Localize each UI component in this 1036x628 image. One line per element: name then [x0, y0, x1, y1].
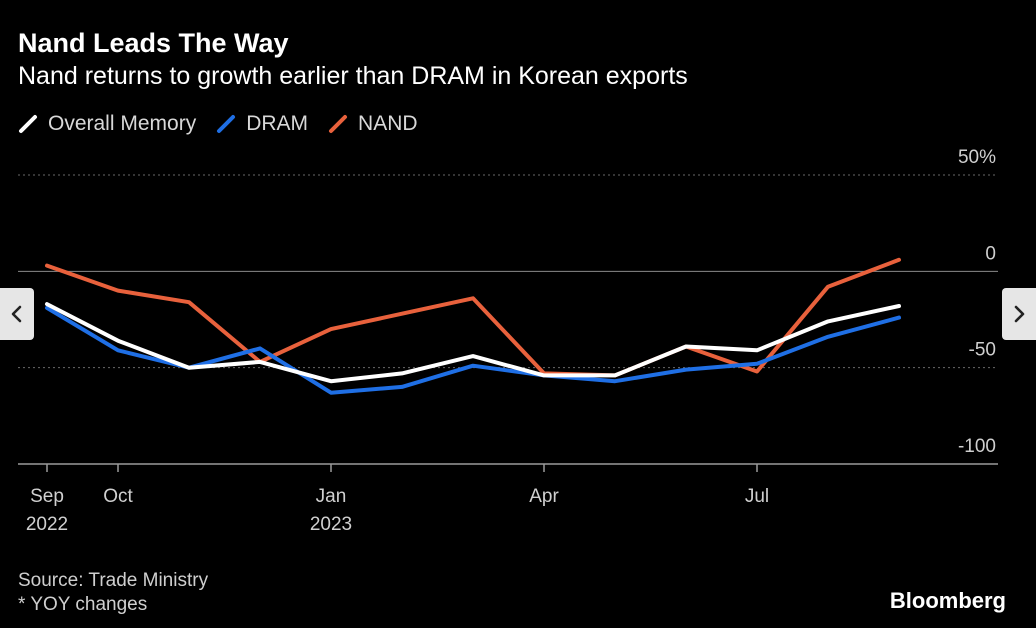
series-line-overall-memory	[45, 302, 901, 384]
source-note: Source: Trade Ministry	[18, 570, 209, 591]
chart-subtitle: Nand returns to growth earlier than DRAM…	[18, 62, 688, 90]
previous-chart-button[interactable]	[0, 288, 34, 340]
series-line-nand	[45, 257, 901, 378]
legend-item-nand: NAND	[328, 112, 418, 136]
chevron-right-icon	[1014, 305, 1025, 323]
bloomberg-logo: Bloomberg	[889, 588, 1006, 613]
legend-label-dram: DRAM	[246, 112, 309, 135]
y-tick-label: 0	[985, 243, 996, 264]
legend-swatch-overall-memory	[19, 115, 37, 133]
series-line-dram	[45, 305, 901, 395]
x-tick-year-label: 2022	[26, 514, 68, 535]
y-tick-label: -50	[969, 340, 996, 361]
x-tick-label: Jul	[745, 486, 769, 507]
footnote: * YOY changes	[18, 594, 148, 615]
legend-item-overall-memory: Overall Memory	[18, 112, 196, 136]
y-tick-label: -100	[958, 436, 996, 457]
legend-swatch-dram	[217, 115, 236, 133]
legend-label-overall-memory: Overall Memory	[48, 112, 197, 135]
legend-label-nand: NAND	[358, 112, 418, 135]
x-tick-label: Jan	[316, 486, 347, 507]
chart-legend: Overall Memory DRAM NAND	[18, 112, 438, 136]
y-tick-label: 50%	[958, 147, 996, 168]
x-tick-label: Oct	[103, 486, 133, 507]
chart-title: Nand Leads The Way	[18, 28, 289, 58]
next-chart-button[interactable]	[1002, 288, 1036, 340]
x-tick-year-label: 2023	[310, 514, 352, 535]
x-tick-label: Apr	[529, 486, 559, 507]
legend-item-dram: DRAM	[216, 112, 308, 136]
x-tick-label: Sep	[30, 486, 64, 507]
chevron-left-icon	[11, 305, 22, 323]
legend-swatch-nand	[329, 115, 348, 133]
